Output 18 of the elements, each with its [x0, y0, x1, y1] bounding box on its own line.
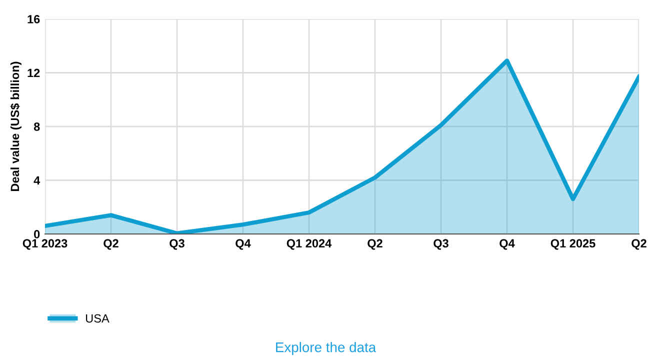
x-tick-label: Q3	[170, 239, 184, 250]
y-tick-label: 4	[34, 176, 40, 185]
x-tick-label: Q4	[236, 239, 251, 250]
x-tick-label: Q4	[500, 239, 515, 250]
x-tick-label: Q1 2024	[286, 239, 332, 250]
x-tick-label: Q2	[368, 239, 382, 250]
x-tick-label: Q2	[104, 239, 118, 250]
y-axis-title: Deal value (US$ billion)	[10, 62, 22, 191]
legend-label: USA	[86, 314, 110, 323]
y-tick-label: 0	[34, 230, 40, 238]
x-tick-label: Q1 2023	[22, 239, 68, 250]
x-tick-label: Q1 2025	[550, 239, 596, 250]
y-tick-label: 8	[34, 122, 40, 131]
y-tick-label: 12	[28, 68, 40, 78]
text: Explore the data	[276, 342, 376, 355]
x-tick-label: Q3	[434, 239, 448, 250]
x-tick-label: Q2	[632, 239, 646, 250]
y-tick-label: 16	[28, 15, 40, 24]
